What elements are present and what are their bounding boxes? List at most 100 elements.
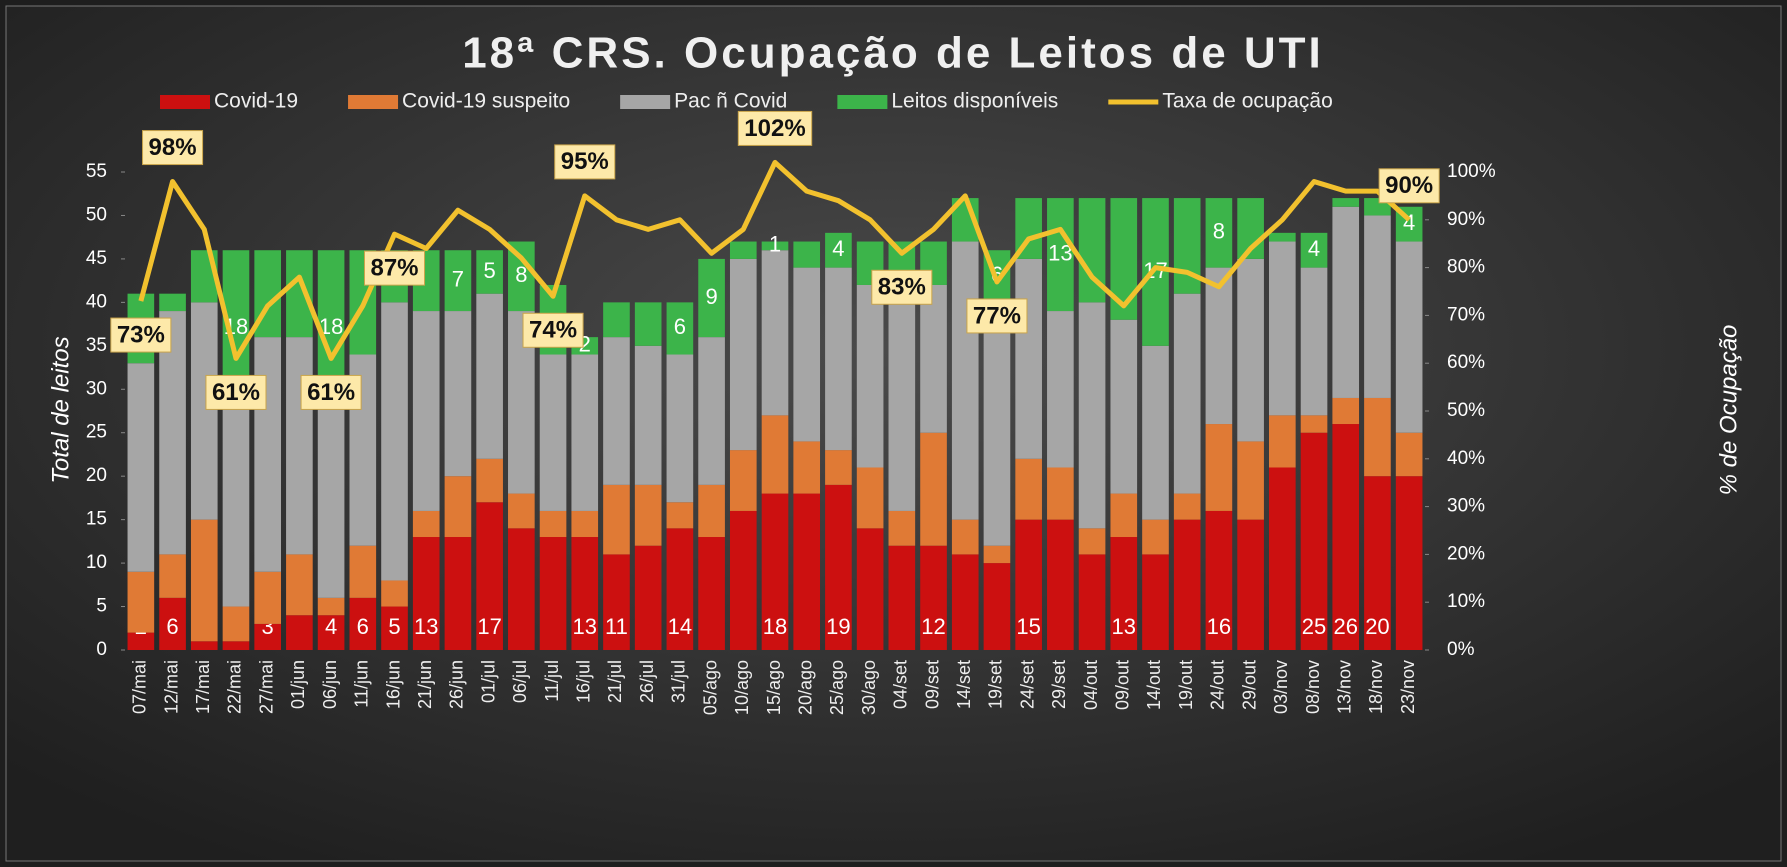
x-tick-label: 05/ago <box>700 660 720 715</box>
y2-axis-title: % de Ocupação <box>1715 325 1742 496</box>
bar-segment <box>1110 198 1138 320</box>
line-label: 74% <box>529 317 577 344</box>
bar-segment <box>729 258 757 451</box>
legend-label: Taxa de ocupação <box>1162 90 1332 113</box>
bar-segment <box>1110 537 1138 650</box>
x-tick-label: 10/ago <box>732 660 752 715</box>
bar-segment <box>1205 267 1233 425</box>
bar-segment <box>1078 528 1106 555</box>
label-box <box>737 110 813 146</box>
bar-segment <box>1269 241 1296 416</box>
chart-title: 18ª CRS. Ocupação de Leitos de UTI <box>462 29 1324 78</box>
bar-segment <box>381 302 408 581</box>
bar-segment <box>888 302 916 511</box>
bar-segment <box>286 250 313 338</box>
x-tick-label: 21/jun <box>415 660 435 709</box>
y2-tick-label: 20% <box>1447 543 1485 564</box>
legend-label: Pac ñ Covid <box>674 90 787 113</box>
y-axis-title: Total de leitos <box>47 336 74 483</box>
bar-segment <box>1047 519 1074 650</box>
x-tick-label: 09/out <box>1113 660 1133 710</box>
bar-segment <box>1015 258 1042 459</box>
bar-segment <box>634 345 662 485</box>
bar-segment <box>888 510 916 546</box>
bar-segment <box>1300 415 1328 433</box>
x-tick-label: 14/set <box>954 660 974 709</box>
data-label: 11 <box>605 614 628 639</box>
label-box <box>871 269 933 305</box>
bar-segment <box>1237 441 1264 520</box>
x-tick-label: 08/nov <box>1303 660 1323 714</box>
data-label: 4 <box>1308 236 1320 261</box>
x-tick-label: 26/jul <box>637 660 657 703</box>
bar-segment <box>793 267 821 442</box>
x-tick-label: 17/mai <box>193 660 213 714</box>
bar-segment <box>412 510 440 538</box>
bar-segment <box>476 458 503 503</box>
x-tick-label: 27/mai <box>256 660 276 714</box>
bar-segment <box>1142 345 1169 520</box>
bar-segment <box>1142 554 1169 650</box>
bar-segment <box>317 597 345 616</box>
bar-segment <box>1300 267 1328 416</box>
bar-segment <box>254 623 281 650</box>
data-label: 14 <box>668 614 692 639</box>
y-tick-label: 20 <box>86 465 107 486</box>
y-tick-label: 45 <box>86 248 107 269</box>
x-tick-label: 09/set <box>922 660 942 709</box>
y2-tick-label: 30% <box>1447 496 1485 517</box>
line <box>138 159 1411 361</box>
bar-segment <box>127 632 155 650</box>
x-tick-label: 26/jun <box>447 660 467 709</box>
bar-segment <box>793 441 821 494</box>
bar-segment <box>603 337 630 485</box>
data-label: 4 <box>832 236 844 261</box>
bar-segment <box>1047 311 1074 468</box>
bar-segment <box>1395 241 1423 433</box>
bar-segment <box>317 406 345 598</box>
bar-segment <box>349 597 377 650</box>
y2-tick-label: 100% <box>1447 161 1496 182</box>
bar-segment <box>666 502 694 529</box>
bar-segment <box>1078 302 1106 529</box>
label-box <box>1378 168 1440 204</box>
bar-segment <box>1142 519 1169 555</box>
bar-segment <box>1395 476 1423 650</box>
bar-segment <box>1364 476 1391 650</box>
data-label: 26 <box>1333 614 1357 639</box>
line-label: 83% <box>878 274 926 301</box>
data-label: 17 <box>477 614 501 639</box>
bar-segment <box>159 293 186 312</box>
bar-segment <box>1269 415 1296 468</box>
bar-segment <box>729 241 757 259</box>
x-tick-label: 16/jul <box>574 660 594 703</box>
bar-segment <box>412 311 440 511</box>
bar-segment <box>1173 493 1201 520</box>
legend-swatch <box>837 95 888 109</box>
x-tick-label: 11/jul <box>542 660 562 702</box>
bar-segment <box>793 493 821 650</box>
bar-segment <box>1269 232 1296 242</box>
data-label: 6 <box>357 614 369 639</box>
bar-segment <box>127 363 155 572</box>
bar-segment <box>381 580 408 607</box>
bar-segment <box>634 302 662 346</box>
y-tick-label: 25 <box>86 422 107 443</box>
legend-label: Covid-19 <box>214 90 298 113</box>
bar-segment <box>1332 206 1360 398</box>
bar-segment <box>761 241 789 251</box>
bar-segment <box>666 354 694 503</box>
bar-segment <box>698 484 725 538</box>
bar-segment <box>1300 232 1328 268</box>
bar-segment <box>1205 198 1233 268</box>
bar-segment <box>444 250 472 312</box>
bar-segment <box>920 545 947 650</box>
bar-segment <box>1364 215 1391 398</box>
bar-segment <box>222 641 250 650</box>
bar-segment <box>1269 467 1296 650</box>
bar-segment <box>729 510 757 650</box>
data-label: 19 <box>826 614 850 639</box>
bar-segment <box>1332 198 1360 207</box>
bar-segment <box>666 302 694 355</box>
